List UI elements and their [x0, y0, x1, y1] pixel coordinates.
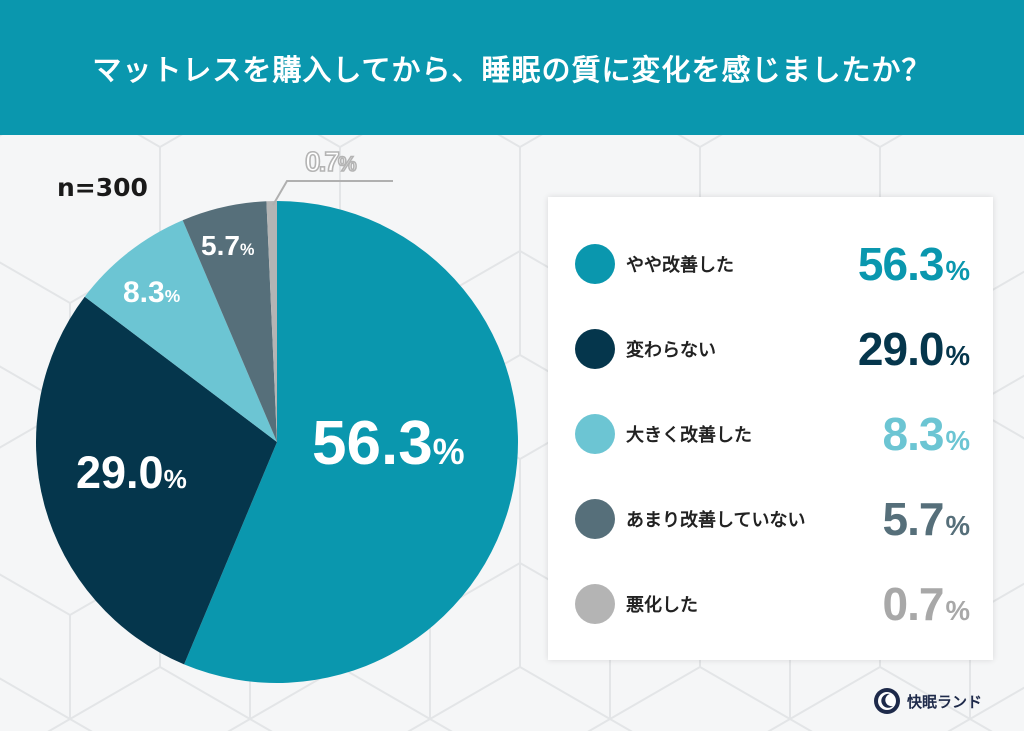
slice-value: 56.3 [312, 409, 433, 478]
percent-sign: % [945, 425, 970, 456]
percent-sign: % [945, 595, 970, 626]
pie-slice [35, 296, 278, 665]
slice-label-akka: 0.7% [304, 145, 357, 178]
value-number: 29.0 [857, 323, 945, 375]
legend-value: 8.3% [883, 407, 970, 461]
slice-label-ookiku-kaizen: 8.3% [123, 276, 180, 310]
slice-value: 0.7 [304, 145, 341, 178]
pie-slice [184, 201, 518, 683]
legend-label: 大きく改善した [626, 425, 752, 446]
percent-sign: % [432, 431, 465, 472]
pie-slice [182, 201, 277, 442]
legend-panel: やや改善した 56.3% 変わらない 29.0% 大きく改善した 8.3% あま… [548, 197, 993, 660]
legend-item-kawaranai: 変わらない 29.0% [548, 319, 993, 379]
title-banner: マットレスを購入してから、睡眠の質に変化を感じましたか？ [0, 0, 1024, 135]
legend-item-amari-kaizen-shiteinai: あまり改善していない 5.7% [548, 489, 993, 549]
legend-dot-icon [575, 414, 615, 454]
legend-label: やや改善した [626, 255, 734, 276]
legend-dot-icon [575, 499, 615, 539]
value-number: 0.7 [882, 578, 945, 630]
legend-value: 29.0% [857, 322, 970, 376]
pie-slice [84, 220, 277, 442]
value-number: 56.3 [857, 238, 945, 290]
legend-value: 56.3% [857, 237, 970, 291]
slice-value: 5.7 [201, 230, 240, 261]
percent-sign: % [945, 255, 970, 286]
legend-value: 0.7% [883, 577, 970, 631]
slice-label-kawaranai: 29.0% [76, 447, 187, 499]
chart-title: マットレスを購入してから、睡眠の質に変化を感じましたか？ [92, 52, 932, 87]
percent-sign: % [239, 241, 255, 259]
brand-name: 快眠ランド [907, 692, 983, 711]
percent-sign: % [945, 510, 970, 541]
percent-sign: % [945, 340, 970, 371]
brand-logo: 快眠ランド [873, 687, 982, 715]
percent-sign: % [163, 464, 187, 494]
slice-label-amari-kaizen-shiteinai: 5.7% [201, 230, 254, 262]
legend-item-yaya-kaizen: やや改善した 56.3% [548, 234, 993, 294]
pie-chart [35, 201, 518, 683]
value-number: 8.3 [882, 408, 945, 460]
legend-label: 悪化した [626, 595, 698, 616]
slice-value: 29.0 [76, 447, 164, 498]
legend-label: 変わらない [626, 340, 716, 361]
moon-logo-icon [874, 688, 900, 714]
legend-dot-icon [575, 329, 615, 369]
legend-dot-icon [575, 584, 615, 624]
pie-slice [266, 201, 277, 442]
slice-value: 8.3 [123, 276, 165, 309]
percent-sign: % [164, 286, 181, 306]
legend-value: 5.7% [883, 492, 970, 546]
leader-line [272, 180, 393, 206]
slice-label-yaya-kaizen: 56.3% [312, 408, 465, 479]
percent-sign: % [337, 152, 357, 177]
legend-item-ookiku-kaizen: 大きく改善した 8.3% [548, 404, 993, 464]
legend-label: あまり改善していない [626, 510, 806, 531]
legend-dot-icon [575, 244, 615, 284]
value-number: 5.7 [882, 493, 945, 545]
legend-item-akka: 悪化した 0.7% [548, 574, 993, 634]
sample-size-label: n=300 [57, 173, 148, 202]
